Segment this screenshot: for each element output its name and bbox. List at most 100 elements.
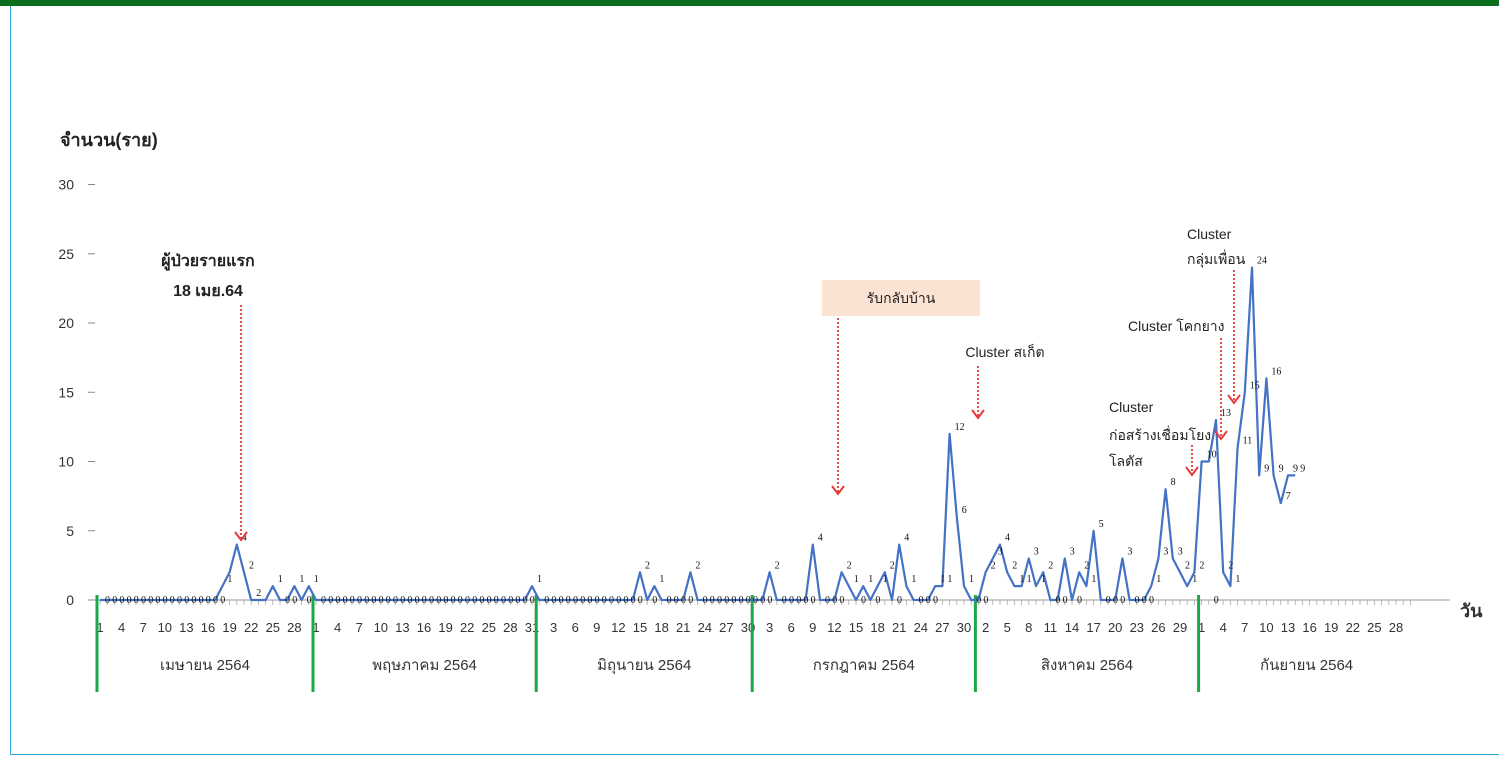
data-label: 2 [1185,560,1190,571]
data-label: 3 [1034,546,1039,557]
x-tick-label: 14 [1065,620,1079,635]
data-label: 1 [278,574,283,585]
y-axis-title: จำนวน(ราย) [60,130,158,150]
x-tick-label: 21 [676,620,690,635]
data-label: 0 [1120,595,1125,606]
annotation-cluster-sket: Cluster สเก็ต [965,343,1044,360]
data-label: 0 [119,595,124,606]
data-label: 0 [515,595,520,606]
y-tick-label: 25 [58,246,74,262]
data-label: 0 [350,595,355,606]
data-label: 0 [875,595,880,606]
x-tick-label: 23 [1130,620,1144,635]
data-label: 0 [739,595,744,606]
data-label: 1 [911,574,916,585]
x-tick-label: 13 [179,620,193,635]
data-label: 0 [839,595,844,606]
y-tick-label: 5 [66,523,74,539]
x-tick-label: 25 [266,620,280,635]
data-label: 0 [422,595,427,606]
data-label: 2 [249,560,254,571]
x-tick-label: 3 [550,620,557,635]
annotation-cluster-lotus-line1: Cluster [1109,399,1154,415]
data-label: 0 [631,595,636,606]
data-label: 0 [199,595,204,606]
data-label: 1 [1156,574,1161,585]
data-label: 0 [897,595,902,606]
data-label: 0 [479,595,484,606]
data-label: 0 [926,595,931,606]
data-label: 0 [580,595,585,606]
cluster-kokeyang-arrow-head [1214,430,1228,441]
annotation-first-case-line2: 18 เมย.64 [173,283,243,300]
data-label: 2 [890,560,895,571]
data-label: 0 [1135,595,1140,606]
data-label: 0 [983,595,988,606]
data-label: 0 [811,595,816,606]
data-label: 0 [508,595,513,606]
data-label: 0 [400,595,405,606]
x-tick-label: 22 [244,620,258,635]
x-tick-label: 28 [287,620,301,635]
cluster-lotus-arrow-head [1185,466,1199,477]
data-label: 0 [148,595,153,606]
data-label: 0 [724,595,729,606]
x-tick-label: 4 [334,620,341,635]
data-label: 3 [1163,546,1168,557]
data-label: 0 [307,595,312,606]
data-label: 8 [1171,477,1176,488]
x-tick-label: 11 [1044,620,1058,635]
x-tick-label: 10 [1259,620,1273,635]
x-tick-label: 9 [593,620,600,635]
data-label: 0 [443,595,448,606]
data-label: 0 [1214,595,1219,606]
data-label: 0 [407,595,412,606]
y-tick-label: 30 [58,177,74,193]
data-label: 3 [998,546,1003,557]
data-label: 2 [1084,560,1089,571]
data-label: 0 [501,595,506,606]
data-label: 0 [170,595,175,606]
data-label: 4 [818,533,823,544]
month-label: พฤษภาคม 2564 [372,657,477,674]
annotation-cluster-lotus-line2: ก่อสร้างเชื่อมโยง [1109,426,1211,443]
data-label: 0 [587,595,592,606]
data-label: 0 [371,595,376,606]
x-tick-label: 7 [356,620,363,635]
data-label: 9 [1300,463,1305,474]
month-label: มิถุนายน 2564 [597,657,691,675]
y-tick-label: 15 [58,384,74,400]
data-label: 0 [566,595,571,606]
data-label: 0 [1055,595,1060,606]
x-tick-label: 2 [982,620,989,635]
data-label: 13 [1221,408,1231,419]
x-tick-label: 24 [698,620,712,635]
data-label: 0 [746,595,751,606]
data-label: 6 [962,505,967,516]
data-label: 12 [955,422,965,433]
data-label: 0 [184,595,189,606]
data-label: 0 [638,595,643,606]
data-label: 0 [206,595,211,606]
data-label: 0 [220,595,225,606]
data-label: 0 [523,595,528,606]
x-tick-label: 10 [374,620,388,635]
x-tick-label: 13 [395,620,409,635]
x-tick-label: 8 [1025,620,1032,635]
x-tick-label: 1 [96,620,103,635]
data-label: 15 [1250,380,1260,391]
data-label: 1 [854,574,859,585]
data-label: 0 [976,595,981,606]
data-label: 1 [659,574,664,585]
data-label: 2 [645,560,650,571]
data-label: 0 [285,595,290,606]
data-label: 0 [832,595,837,606]
left-frame-line [10,6,11,754]
data-label: 0 [472,595,477,606]
data-label: 0 [1142,595,1147,606]
data-label: 1 [227,574,232,585]
data-label: 4 [1005,533,1010,544]
bottom-frame-line [10,754,1499,755]
data-label: 0 [803,595,808,606]
